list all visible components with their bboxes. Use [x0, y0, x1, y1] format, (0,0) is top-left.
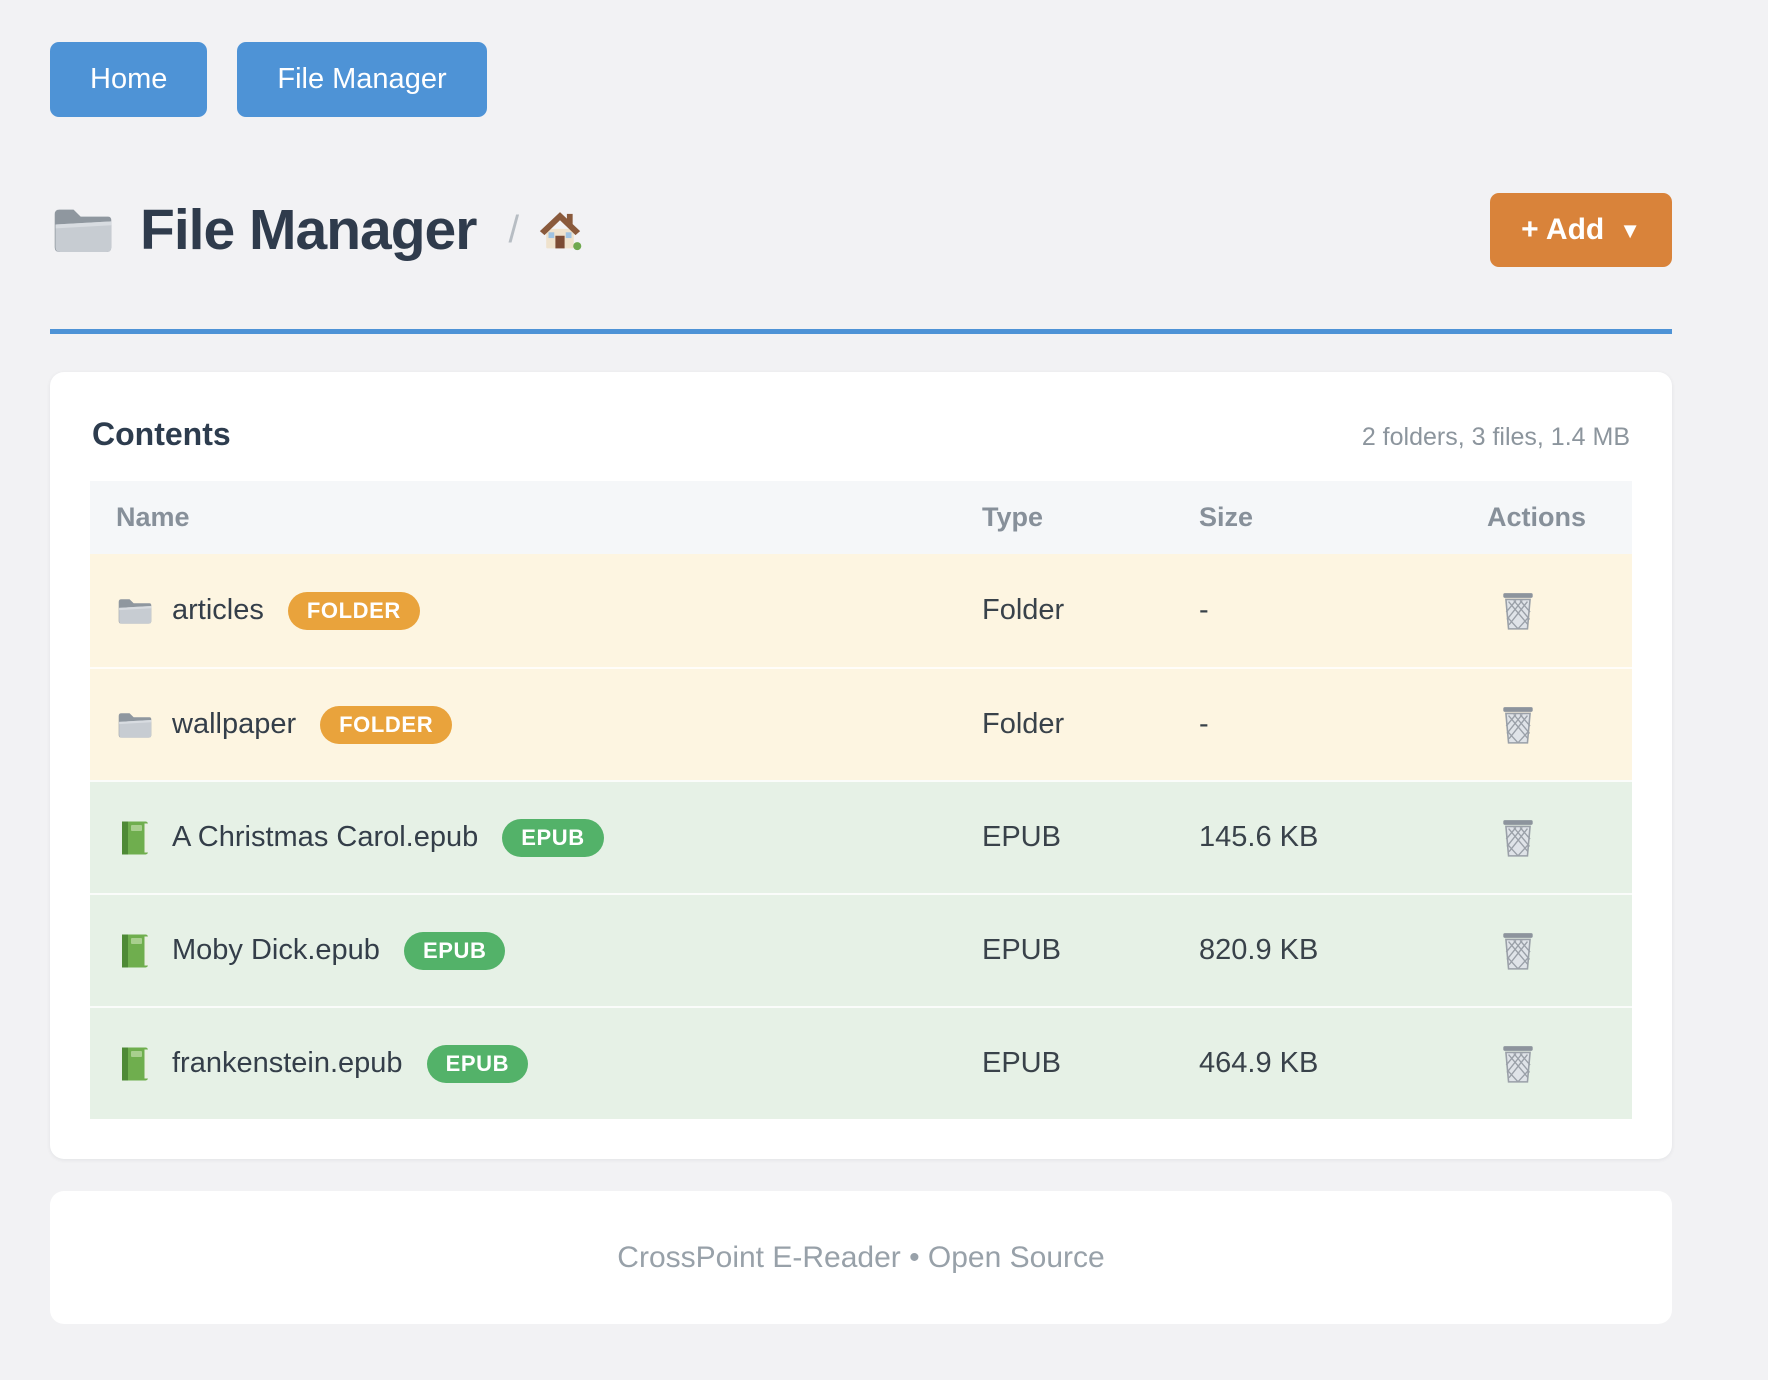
- file-name-link[interactable]: A Christmas Carol.epub: [172, 821, 479, 853]
- type-badge: EPUB: [403, 931, 506, 970]
- folder-icon: [118, 712, 152, 738]
- trash-icon: [1502, 931, 1534, 970]
- file-name-link[interactable]: articles: [172, 594, 264, 626]
- column-header-type: Type: [982, 481, 1199, 554]
- type-badge: EPUB: [426, 1044, 529, 1083]
- house-icon[interactable]: [537, 207, 583, 253]
- type-cell: EPUB: [982, 1006, 1199, 1119]
- size-cell: 820.9 KB: [1199, 893, 1487, 1006]
- breadcrumb: /: [508, 207, 583, 253]
- contents-title: Contents: [92, 416, 231, 452]
- column-header-actions: Actions: [1487, 481, 1632, 554]
- type-cell: Folder: [982, 554, 1199, 667]
- file-name-link[interactable]: wallpaper: [172, 708, 297, 740]
- table-row: articles FOLDER Folder -: [90, 554, 1632, 667]
- contents-summary: 2 folders, 3 files, 1.4 MB: [1361, 423, 1630, 451]
- delete-button[interactable]: [1487, 817, 1537, 859]
- type-cell: EPUB: [982, 780, 1199, 893]
- table-row: A Christmas Carol.epub EPUB EPUB 145.6 K…: [90, 780, 1632, 893]
- footer: CrossPoint E-Reader • Open Source: [50, 1191, 1672, 1324]
- book-icon: [122, 934, 148, 967]
- nav-file-manager-button[interactable]: File Manager: [237, 42, 487, 117]
- file-name-link[interactable]: frankenstein.epub: [172, 1047, 403, 1079]
- table-row: wallpaper FOLDER Folder -: [90, 667, 1632, 780]
- folder-icon: [54, 209, 112, 252]
- delete-button[interactable]: [1487, 704, 1537, 746]
- page-header: File Manager / + Add ▼: [50, 193, 1672, 267]
- type-badge: FOLDER: [320, 705, 453, 744]
- type-cell: Folder: [982, 667, 1199, 780]
- size-cell: 145.6 KB: [1199, 780, 1487, 893]
- folder-icon: [118, 598, 152, 624]
- type-badge: EPUB: [502, 818, 604, 857]
- chevron-down-icon: ▼: [1619, 218, 1641, 243]
- size-cell: -: [1199, 667, 1487, 780]
- page-title: File Manager: [140, 197, 477, 262]
- delete-button[interactable]: [1487, 1043, 1537, 1085]
- file-name-link[interactable]: Moby Dick.epub: [172, 934, 380, 966]
- top-nav: Home File Manager: [0, 0, 1768, 117]
- type-cell: EPUB: [982, 893, 1199, 1006]
- delete-button[interactable]: [1487, 930, 1537, 972]
- trash-icon: [1502, 1044, 1534, 1083]
- footer-text: CrossPoint E-Reader • Open Source: [617, 1240, 1105, 1274]
- column-header-name: Name: [90, 481, 982, 554]
- file-table: Name Type Size Actions articles FOLDER F…: [90, 481, 1632, 1119]
- table-header-row: Name Type Size Actions: [90, 481, 1632, 554]
- table-row: Moby Dick.epub EPUB EPUB 820.9 KB: [90, 893, 1632, 1006]
- table-row: frankenstein.epub EPUB EPUB 464.9 KB: [90, 1006, 1632, 1119]
- book-icon: [122, 1047, 148, 1080]
- size-cell: -: [1199, 554, 1487, 667]
- nav-home-button[interactable]: Home: [50, 42, 208, 117]
- delete-button[interactable]: [1487, 590, 1537, 632]
- size-cell: 464.9 KB: [1199, 1006, 1487, 1119]
- header-divider: [50, 329, 1672, 334]
- add-button-label: + Add: [1521, 213, 1605, 246]
- contents-card: Contents 2 folders, 3 files, 1.4 MB Name…: [50, 372, 1672, 1159]
- add-button[interactable]: + Add ▼: [1490, 193, 1672, 267]
- column-header-size: Size: [1199, 481, 1487, 554]
- breadcrumb-separator: /: [508, 208, 519, 251]
- type-badge: FOLDER: [287, 591, 420, 630]
- trash-icon: [1502, 705, 1534, 744]
- trash-icon: [1502, 591, 1534, 630]
- trash-icon: [1502, 818, 1534, 857]
- book-icon: [122, 821, 148, 854]
